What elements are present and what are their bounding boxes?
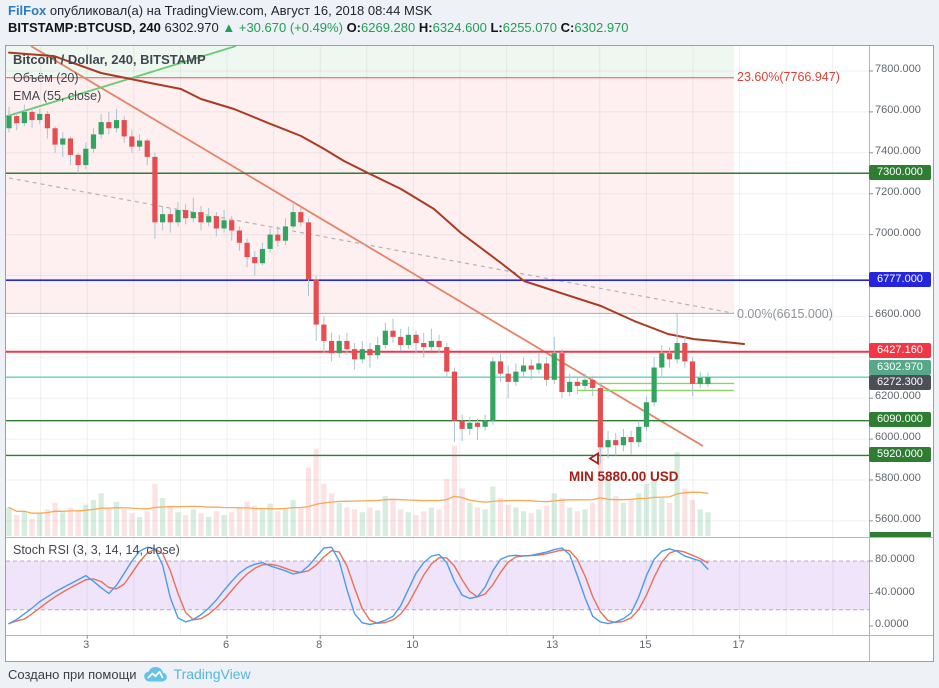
snapshot-header: FilFox опубликовал(а) на TradingView.com… [8, 2, 928, 36]
snapshot-footer: Создано при помощи TradingView [8, 660, 928, 688]
close-value: 6302.970 [574, 20, 629, 35]
tradingview-brand-link[interactable]: TradingView [173, 666, 251, 682]
min-price-annotation: MIN 5880.00 USD [569, 469, 679, 484]
symbol-name[interactable]: BITSTAMP:BTCUSD, 240 [8, 20, 161, 35]
close-label: C: [560, 20, 575, 35]
price-chart-canvas[interactable] [6, 46, 933, 661]
author-link[interactable]: FilFox [8, 3, 47, 18]
made-with-text: Создано при помощи [8, 666, 137, 682]
published-line: FilFox опубликовал(а) на TradingView.com… [8, 2, 928, 19]
high-value: 6324.600 [432, 20, 487, 35]
open-label: O: [346, 20, 362, 35]
published-text: опубликовал(а) на TradingView.com, Авгус… [46, 3, 433, 18]
stoch-rsi-legend[interactable]: Stoch RSI (3, 3, 14, 14, close) [13, 543, 180, 557]
tradingview-logo-icon [143, 666, 167, 681]
chart-frame: Bitcoin / Dollar, 240, BITSTAMP Объём (2… [5, 45, 934, 662]
low-label: L: [490, 20, 503, 35]
high-label: H: [418, 20, 433, 35]
symbol-line: BITSTAMP:BTCUSD, 240 6302.970 ▲ +30.670 … [8, 19, 928, 36]
open-value: 6269.280 [361, 20, 416, 35]
low-value: 6255.070 [502, 20, 557, 35]
last-price: 6302.970 [164, 20, 219, 35]
price-change: ▲ +30.670 (+0.49%) [222, 20, 343, 35]
